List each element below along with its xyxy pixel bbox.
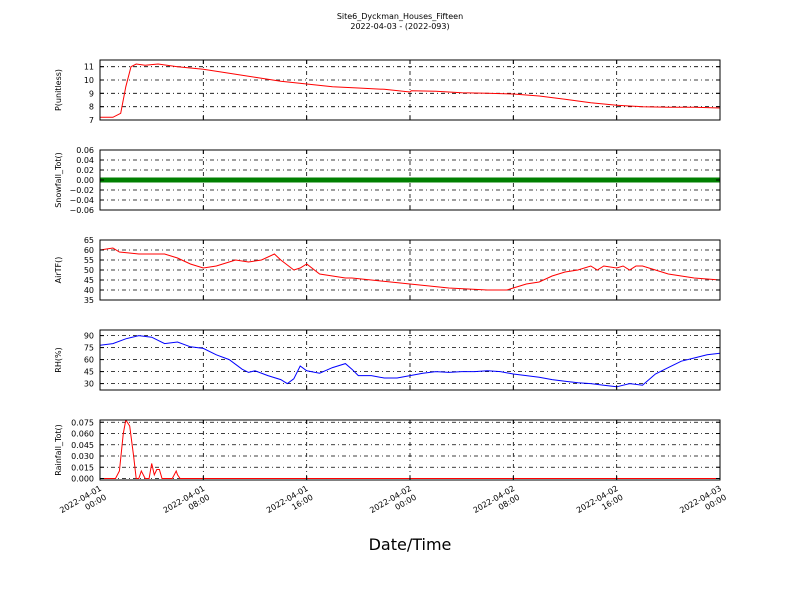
y-axis-label: Rainfall_Tot() xyxy=(54,424,63,476)
x-tick-label: 2022-04-0216:00 xyxy=(575,484,625,524)
y-tick-label: 0.045 xyxy=(71,441,94,450)
y-tick-label: 11 xyxy=(84,63,94,72)
y-tick-label: 8 xyxy=(89,103,94,112)
y-tick-label: 9 xyxy=(89,89,94,98)
figure-subtitle: 2022-04-03 - (2022-093) xyxy=(350,22,449,31)
x-axis-label: Date/Time xyxy=(369,535,452,554)
y-tick-label: 60 xyxy=(84,246,94,255)
y-tick-label: 55 xyxy=(84,256,94,265)
y-tick-label: 45 xyxy=(84,276,94,285)
series-line xyxy=(100,420,720,479)
series-line xyxy=(100,63,720,118)
panel-0: 7 8 9 10 11 P(unitless) xyxy=(54,59,721,125)
panel-4: 0.000 0.015 0.030 0.045 0.060 0.075 Rainfall_T… xyxy=(54,418,721,484)
y-tick-label: 0.060 xyxy=(71,430,94,439)
series-line xyxy=(100,247,720,291)
y-tick-label: 0.04 xyxy=(76,156,94,165)
y-axis-label: RH(%) xyxy=(54,347,63,372)
y-tick-label: 0.000 xyxy=(71,475,94,484)
y-tick-label: 40 xyxy=(84,286,94,295)
y-tick-label: 0.075 xyxy=(71,418,94,427)
x-tick-label: 2022-04-0200:00 xyxy=(368,484,418,524)
x-tick-labels: 2022-04-0100:00 2022-04-0108:00 2022-04-01… xyxy=(58,484,728,524)
y-tick-label: 0.02 xyxy=(76,166,94,175)
series-line xyxy=(100,335,720,388)
panel-3: 30 45 60 75 90 RH(%) xyxy=(54,329,721,391)
x-tick-label: 2022-04-0300:00 xyxy=(678,484,728,524)
y-tick-label: 0.015 xyxy=(71,463,94,472)
y-tick-label: 7 xyxy=(89,116,94,125)
figure-title: Site6_Dyckman_Houses_Fifteen xyxy=(337,12,463,21)
y-tick-label: 65 xyxy=(84,236,94,245)
y-tick-label: −0.06 xyxy=(69,206,94,215)
y-tick-label: 90 xyxy=(84,332,94,341)
y-tick-label: 50 xyxy=(84,266,94,275)
x-tick-label: 2022-04-0116:00 xyxy=(265,484,315,524)
y-tick-label: 0.00 xyxy=(76,176,94,185)
y-axis-label: P(unitless) xyxy=(54,69,63,111)
y-axis-label: Snowfall_Tot() xyxy=(54,152,63,208)
y-tick-label: 0.06 xyxy=(76,146,94,155)
y-axis-label: AirTF() xyxy=(54,257,63,284)
x-tick-label: 2022-04-0100:00 xyxy=(58,484,108,524)
y-tick-label: −0.02 xyxy=(69,186,94,195)
y-tick-label: 45 xyxy=(84,368,94,377)
y-tick-label: 10 xyxy=(84,76,94,85)
y-tick-label: 75 xyxy=(84,344,94,353)
panels-group: 7891011P(unitless)−0.06−0.04−0.020.000.0… xyxy=(54,59,721,484)
panel-1: −0.06−0.04−0.020.000.020.040.06 Snowfall_… xyxy=(54,146,721,215)
y-tick-label: 0.030 xyxy=(71,452,94,461)
y-tick-label: 35 xyxy=(84,296,94,305)
y-tick-label: 60 xyxy=(84,356,94,365)
x-tick-label: 2022-04-0108:00 xyxy=(162,484,212,524)
y-tick-label: 30 xyxy=(84,380,94,389)
y-tick-label: −0.04 xyxy=(69,196,94,205)
x-tick-label: 2022-04-0208:00 xyxy=(472,484,522,524)
